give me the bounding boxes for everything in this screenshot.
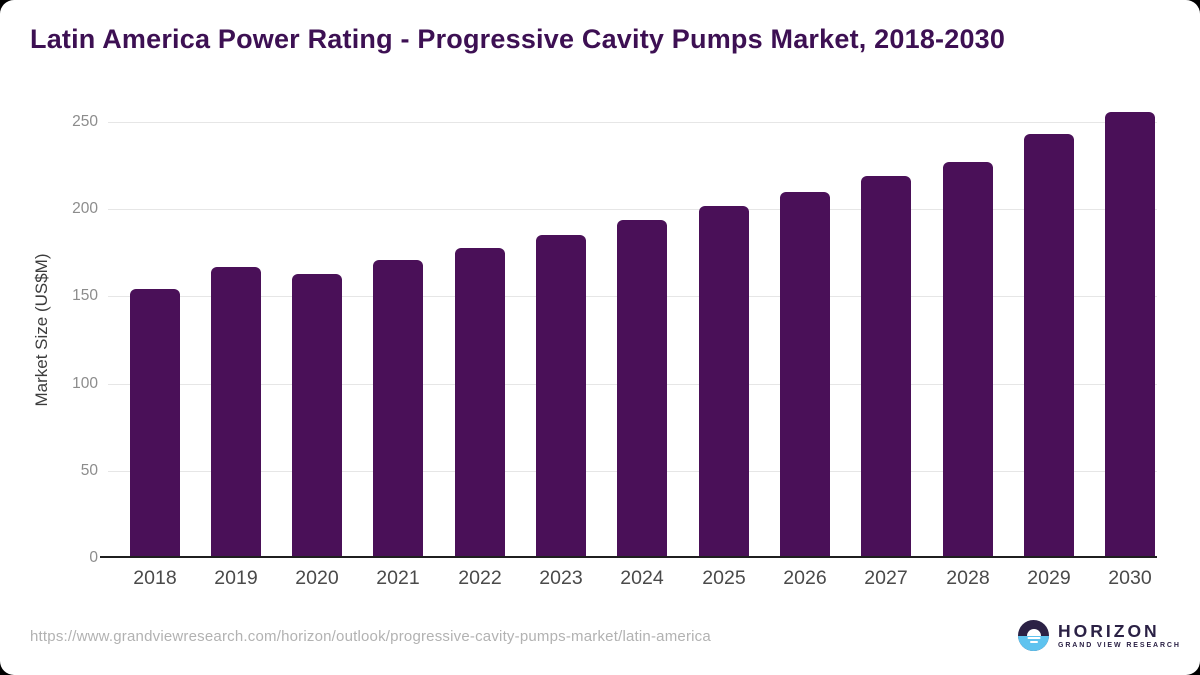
gridline-250 — [108, 122, 1157, 123]
bar-2020[interactable] — [292, 274, 342, 558]
x-tick-label-2025: 2025 — [702, 567, 746, 589]
x-tick-label-2023: 2023 — [539, 567, 583, 589]
x-tick-label-2026: 2026 — [783, 567, 827, 589]
bar-2030[interactable] — [1105, 112, 1155, 558]
chart-title: Latin America Power Rating - Progressive… — [30, 24, 1006, 54]
logo-name: HORIZON — [1058, 620, 1160, 641]
logo-text: HORIZON GRAND VIEW RESEARCH — [1058, 620, 1181, 649]
source-url: https://www.grandviewresearch.com/horizo… — [30, 628, 711, 645]
x-tick-label-2018: 2018 — [133, 567, 177, 589]
y-tick-label-250: 250 — [72, 113, 98, 130]
x-tick-label-2027: 2027 — [864, 567, 908, 589]
bar-2022[interactable] — [455, 248, 505, 558]
x-tick-label-2022: 2022 — [458, 567, 502, 589]
y-tick-label-200: 200 — [72, 200, 98, 217]
x-tick-label-2021: 2021 — [376, 567, 420, 589]
bar-2024[interactable] — [617, 220, 667, 558]
bar-2019[interactable] — [211, 267, 261, 558]
x-tick-label-2028: 2028 — [946, 567, 990, 589]
bar-2028[interactable] — [943, 162, 993, 558]
y-tick-label-100: 100 — [72, 375, 98, 392]
x-tick-label-2024: 2024 — [620, 567, 664, 589]
y-tick-label-150: 150 — [72, 287, 98, 304]
x-tick-label-2030: 2030 — [1108, 567, 1152, 589]
horizon-logo: HORIZON GRAND VIEW RESEARCH — [1018, 620, 1181, 651]
x-tick-label-2020: 2020 — [295, 567, 339, 589]
x-axis-line — [100, 556, 1157, 558]
gridline-200 — [108, 209, 1157, 210]
horizon-sun-icon — [1018, 620, 1049, 651]
sun-reflection-line — [1027, 637, 1040, 639]
bar-2025[interactable] — [699, 206, 749, 558]
x-tick-label-2019: 2019 — [214, 567, 258, 589]
bar-2027[interactable] — [861, 176, 911, 558]
x-tick-label-2029: 2029 — [1027, 567, 1071, 589]
bar-2023[interactable] — [536, 235, 586, 558]
logo-subtitle: GRAND VIEW RESEARCH — [1058, 641, 1181, 649]
sun-reflection-line — [1029, 641, 1038, 643]
y-tick-label-0: 0 — [89, 549, 98, 566]
sea-shape — [1018, 635, 1049, 651]
bar-2029[interactable] — [1024, 134, 1074, 558]
bar-2026[interactable] — [780, 192, 830, 558]
bar-2021[interactable] — [373, 260, 423, 558]
bar-2018[interactable] — [130, 289, 180, 558]
y-tick-label-50: 50 — [80, 462, 98, 479]
